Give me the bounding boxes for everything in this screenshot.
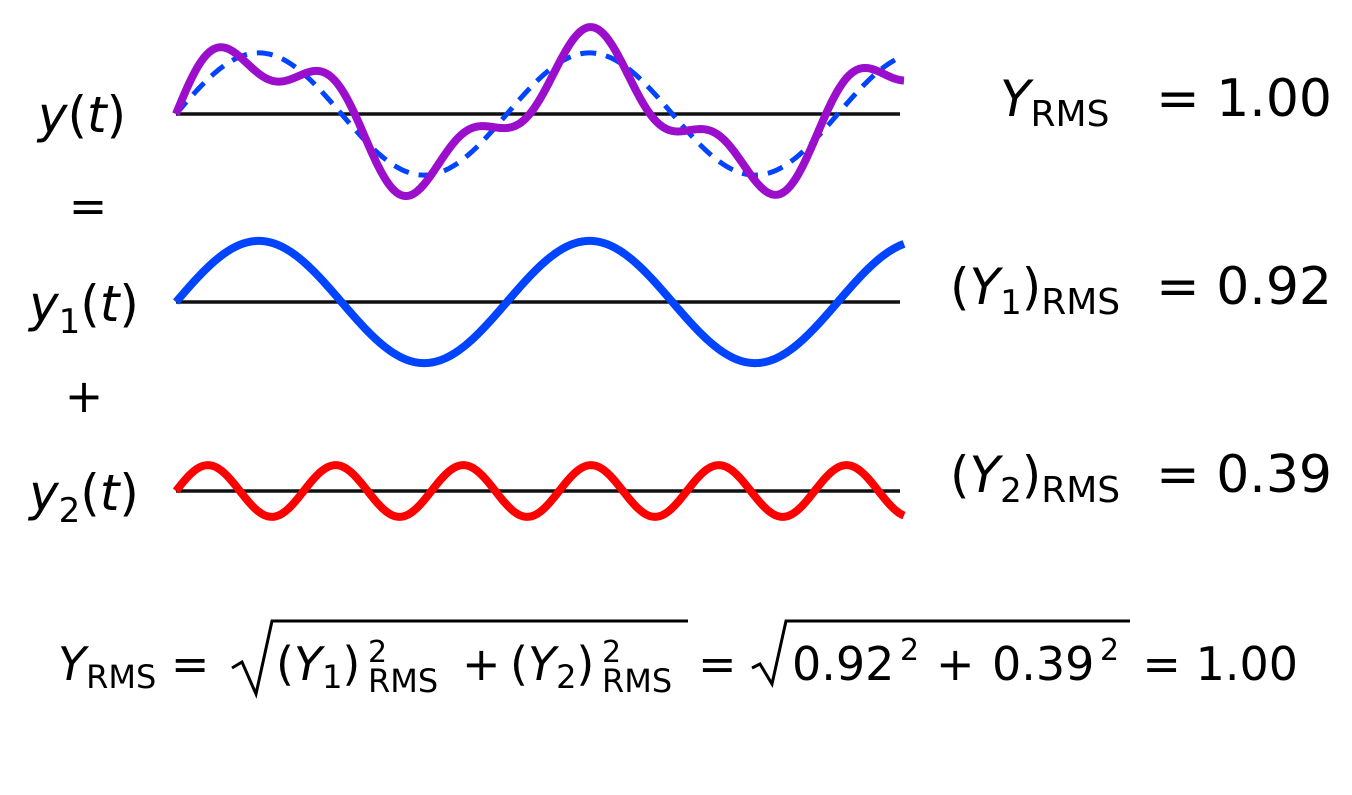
sum-waveform-curve — [172, 23, 907, 201]
formula-plus-1: + — [462, 637, 501, 691]
rms-total-value: = 1.00 — [1156, 69, 1332, 129]
formula-rms-sub-1: RMS — [368, 662, 438, 700]
formula-exp-2: 2 — [602, 635, 621, 670]
rms-component1-value: = 0.92 — [1156, 257, 1332, 317]
label-y-of-t: y(t) — [36, 86, 126, 144]
rms-component2-value: = 0.39 — [1156, 445, 1332, 505]
rms-component1-label: (Y1)RMS — [950, 258, 1120, 323]
formula-lhs: YRMS = — [58, 637, 209, 696]
formula-equals-2: = — [698, 637, 737, 691]
formula-exp-1: 2 — [368, 635, 387, 670]
label-y2-of-t: y2(t) — [27, 464, 139, 531]
rms-total-label: YRMS — [1000, 70, 1109, 135]
component1-waveform-curve — [172, 236, 906, 368]
component2-waveform-curve — [172, 461, 906, 521]
rms-component2-label: (Y2)RMS — [950, 446, 1120, 511]
formula-radicand-1: (Y1) — [276, 637, 360, 696]
formula-result: = 1.00 — [1142, 637, 1298, 691]
formula-value-b: 0.39 — [992, 637, 1094, 691]
label-equals: = — [69, 179, 108, 233]
label-plus: + — [65, 369, 104, 423]
formula-rms-sub-2: RMS — [602, 662, 672, 700]
label-y1-of-t: y1(t) — [27, 275, 139, 342]
formula-exp-3: 2 — [900, 633, 919, 668]
component1-reference-dashed-curve — [174, 50, 905, 178]
formula-exp-4: 2 — [1100, 633, 1119, 668]
formula-radicand-2: (Y2) — [510, 637, 594, 696]
formula-value-a: 0.92 — [792, 637, 894, 691]
radical-sign-1 — [231, 619, 688, 699]
radical-sign-2 — [751, 619, 1130, 688]
formula-plus-2: + — [936, 637, 975, 691]
rms-formula: YRMS = (Y1) 2 RMS + (Y2) 2 RMS = 0.92 2 … — [58, 619, 1298, 700]
